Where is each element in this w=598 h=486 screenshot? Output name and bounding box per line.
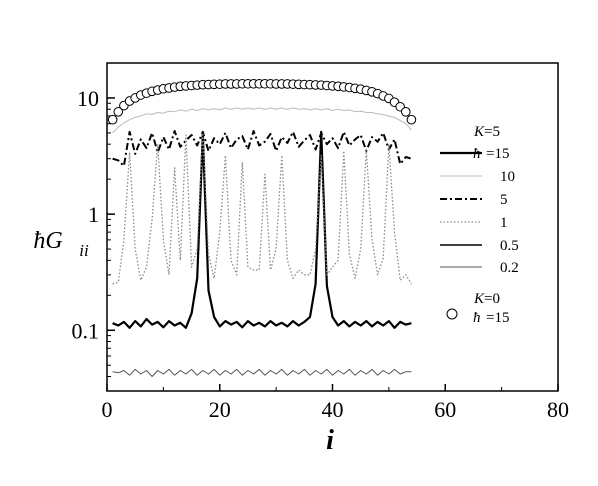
x-axis-label: i: [326, 425, 334, 456]
y-tick-label: 10: [77, 86, 99, 111]
legend-label: 1: [500, 215, 508, 231]
x-tick-label: 40: [322, 397, 344, 422]
x-tick-label: 0: [102, 397, 113, 422]
legend-title: K=5: [473, 124, 500, 140]
y-tick-label: 0.1: [72, 318, 100, 343]
series-circle-point: [107, 114, 118, 125]
legend-title-k: K: [473, 124, 485, 140]
legend-marker-circle: [446, 308, 458, 320]
y-axis-label: ħG: [33, 228, 62, 254]
legend-second-title: K=0: [473, 291, 500, 307]
legend-label: 10: [500, 169, 515, 185]
legend-second-title-value: =0: [484, 291, 500, 307]
x-tick-label: 20: [209, 397, 231, 422]
legend-hbar: ħ: [473, 146, 481, 162]
legend-second-title-k: K: [473, 291, 485, 307]
series-circle-point: [113, 107, 124, 117]
y-axis-label-subscript: ii: [79, 241, 89, 260]
y-axis-ticks: 0.1 1 10: [72, 86, 115, 377]
x-tick-label: 80: [547, 397, 569, 422]
x-tick-label: 60: [434, 397, 456, 422]
legend-title-value: =5: [484, 124, 500, 140]
series-line-1: [112, 107, 412, 134]
series-line-3: [112, 132, 412, 285]
series-layer: [107, 78, 417, 377]
series-line-5: [112, 368, 412, 377]
series-circle-point: [406, 114, 417, 125]
legend-label: 5: [500, 192, 508, 208]
legend-label: 0.5: [500, 238, 519, 254]
y-tick-label: 1: [88, 202, 99, 227]
legend-second-label: =15: [486, 310, 509, 326]
legend-entries: ħ =15 10 5 1 0.5 0.2: [440, 146, 519, 276]
legend-label: =15: [486, 146, 509, 162]
x-axis-ticks: 0 20 40 60 80: [102, 384, 569, 422]
legend-label: 0.2: [500, 260, 519, 276]
series-line-0: [112, 130, 412, 329]
legend-second-hbar: ħ: [473, 310, 481, 326]
series-circle-point: [400, 107, 411, 117]
